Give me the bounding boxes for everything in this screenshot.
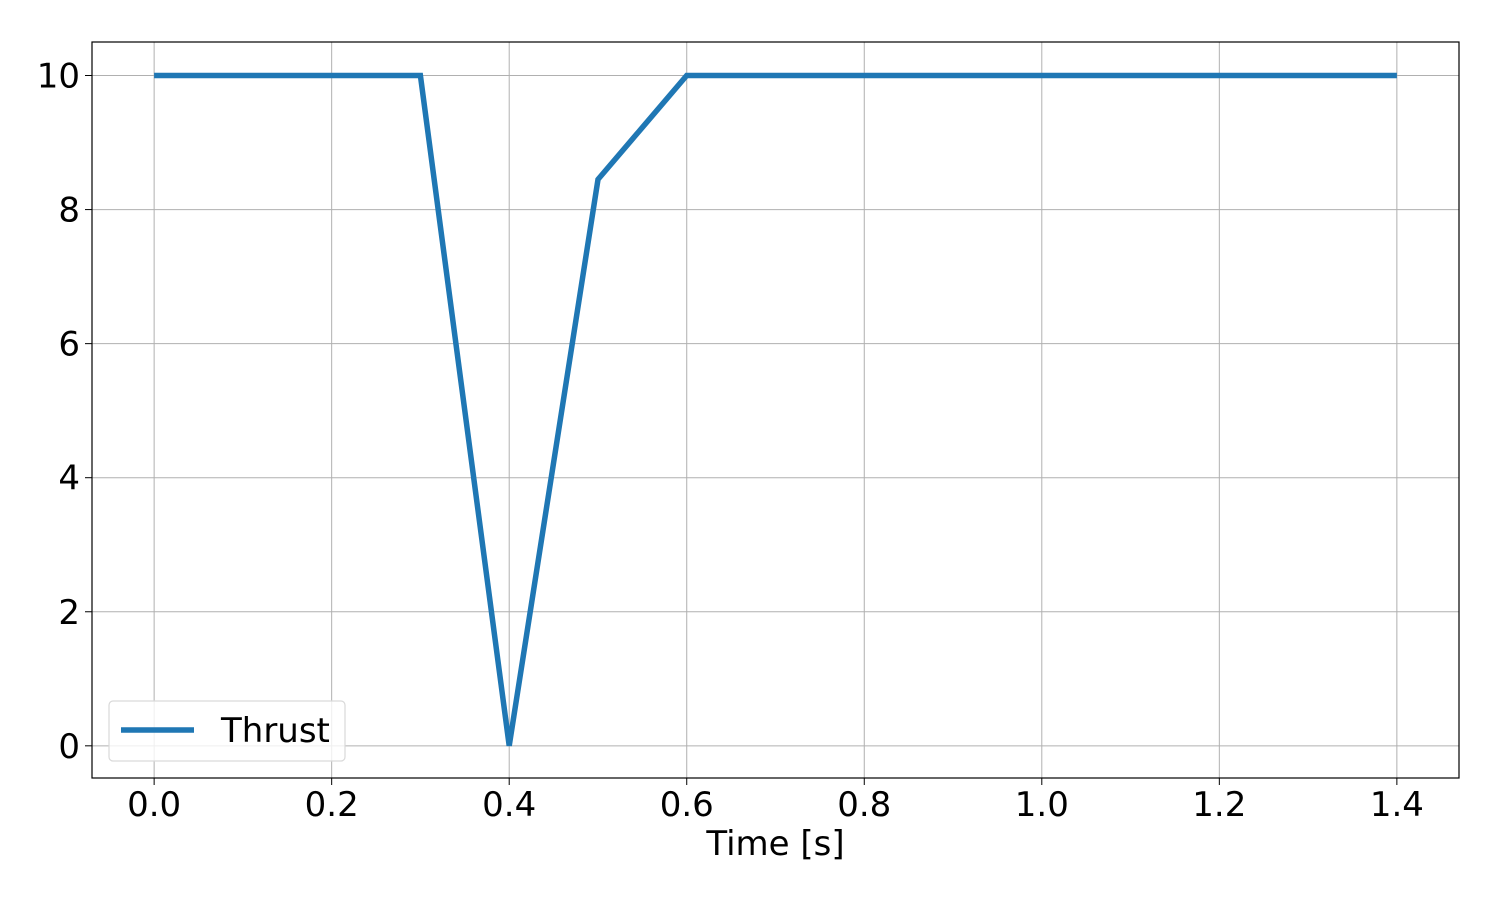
x-tick-label: 0.4 — [482, 785, 536, 825]
x-tick-label: 0.6 — [660, 785, 714, 825]
x-tick-label: 0.2 — [305, 785, 359, 825]
x-tick-label: 1.0 — [1015, 785, 1069, 825]
x-tick-label: 1.4 — [1370, 785, 1424, 825]
y-tick-label: 0 — [58, 727, 80, 767]
y-tick-label: 4 — [58, 459, 80, 499]
x-tick-label: 1.2 — [1192, 785, 1246, 825]
series-line-thrust — [154, 72, 1397, 747]
legend-box — [108, 700, 346, 762]
series-layer — [154, 72, 1397, 747]
x-tick-label: 0.8 — [837, 785, 891, 825]
y-tick-label: 2 — [58, 593, 80, 633]
y-tick-label: 6 — [58, 325, 80, 365]
y-tick-label: 10 — [37, 57, 80, 97]
grid — [92, 42, 1459, 778]
legend: Thrust — [108, 700, 346, 762]
legend-label-thrust: Thrust — [220, 711, 330, 751]
y-tick-label: 8 — [58, 191, 80, 231]
x-tick-label: 0.0 — [127, 785, 181, 825]
ticks: 0.0 0.2 0.4 0.6 0.8 1.0 1.2 1.4 0 2 4 6 8 10 — [37, 57, 1424, 825]
plot-frame — [91, 41, 1460, 779]
x-axis-label: Time [s] — [705, 824, 844, 864]
